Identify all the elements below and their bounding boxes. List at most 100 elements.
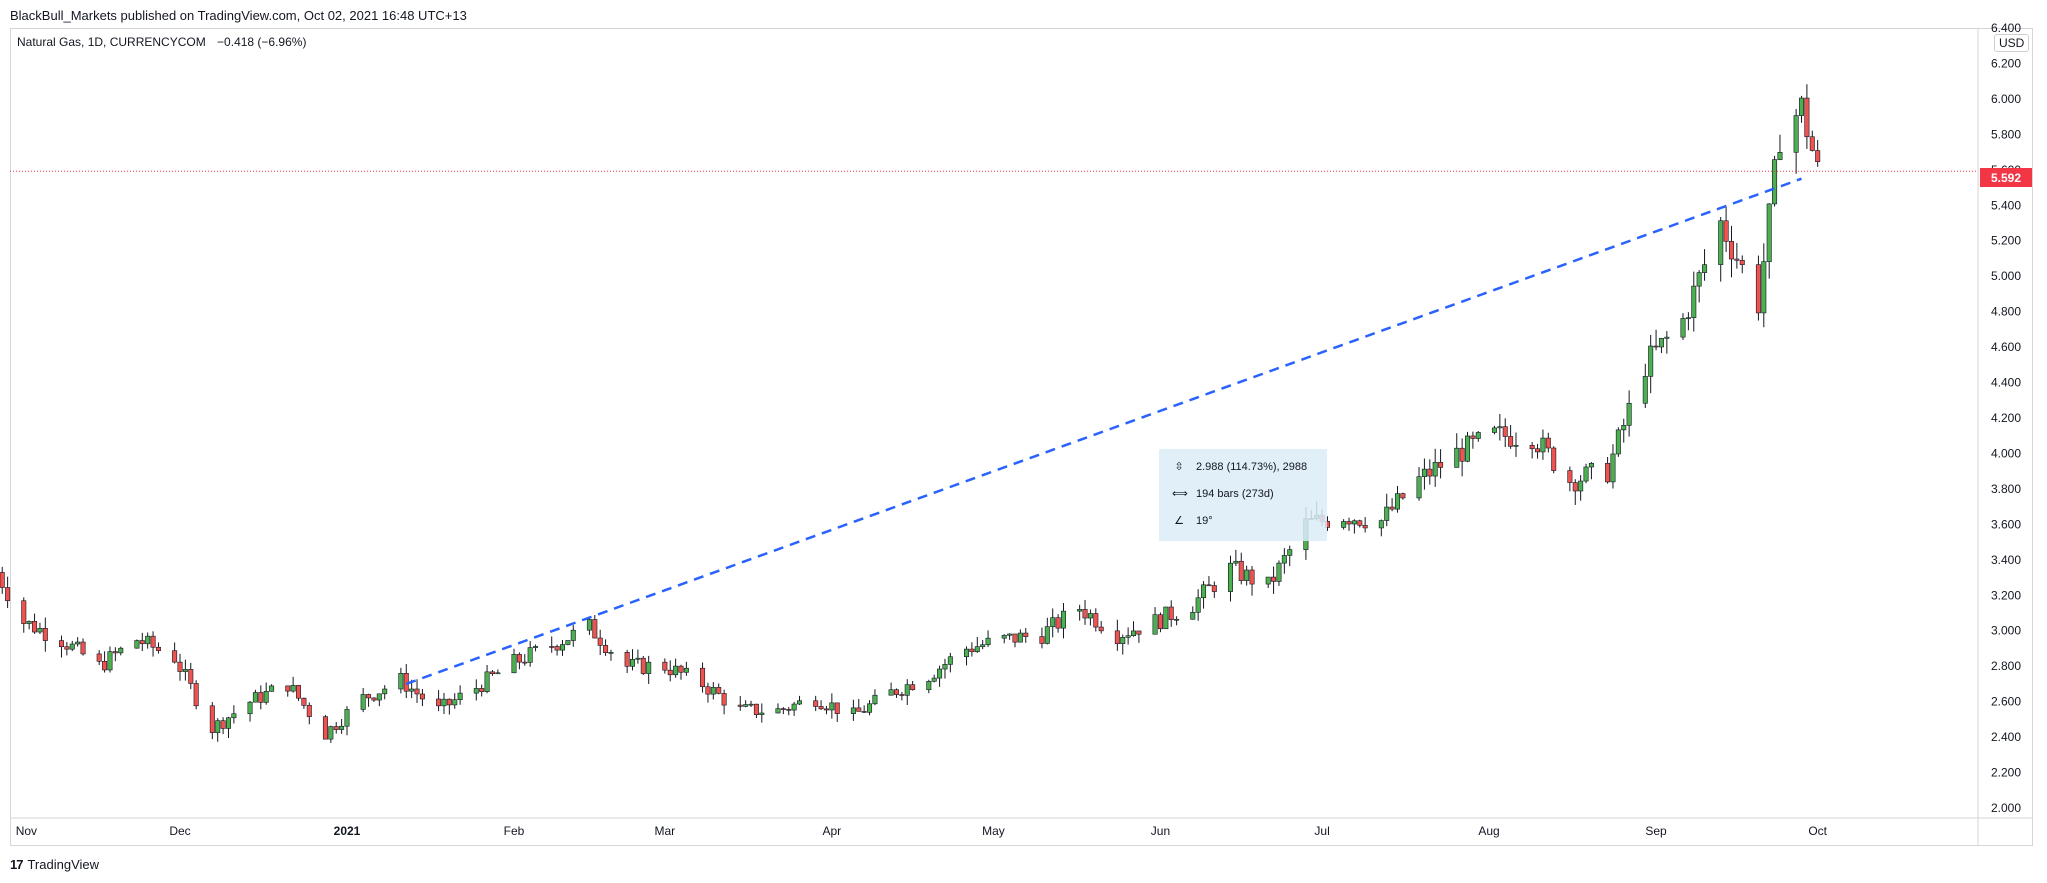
candle-up (145, 635, 151, 645)
candle-up (1152, 614, 1158, 635)
candle-up (985, 637, 991, 646)
candle-up (360, 694, 366, 710)
candle-down (64, 646, 70, 650)
candle-down (112, 651, 118, 654)
candle-down (1653, 345, 1659, 348)
y-tick-label: 4.000 (1991, 446, 2021, 460)
candle-down (910, 684, 916, 691)
candle-down (597, 637, 603, 646)
price-range-icon: ⇳ (1174, 461, 1184, 473)
candle-up (1421, 468, 1427, 477)
measure-tooltip: ⇳ 2.988 (114.73%), 2988 ⟺ 194 bars (273d… (1159, 449, 1327, 541)
candle-down (193, 683, 199, 707)
candle-down (813, 700, 819, 707)
candle-up (1174, 618, 1180, 621)
currency-label[interactable]: USD (1994, 34, 2030, 52)
measure-bars-range: 194 bars (273d) (1196, 487, 1274, 500)
candle-down (554, 646, 560, 651)
candle-down (1039, 636, 1045, 644)
candle-down (1545, 437, 1551, 449)
candle-up (1044, 626, 1050, 644)
candle-up (1163, 606, 1169, 630)
candle-up (947, 656, 953, 665)
x-tick-label: Sep (1645, 824, 1667, 838)
x-tick-label: Apr (822, 824, 841, 838)
candle-up (1772, 159, 1778, 205)
candle-down (1723, 220, 1729, 242)
candle-up (118, 647, 124, 654)
candle-up (247, 701, 253, 715)
candle-up (829, 702, 835, 711)
candle-up (1201, 584, 1207, 599)
candle-up (263, 691, 269, 703)
candle-up (215, 720, 221, 733)
x-tick-label: Jun (1151, 824, 1170, 838)
candle-down (1157, 614, 1163, 630)
candle-down (753, 703, 759, 715)
measure-angle: 19° (1196, 514, 1213, 527)
x-tick-label: Mar (655, 824, 676, 838)
x-tick-label: Jul (1314, 824, 1329, 838)
candle-up (1799, 97, 1805, 116)
candle-down (301, 697, 307, 706)
candle-down (96, 653, 102, 662)
candle-up (1642, 376, 1648, 404)
candle-up (1702, 264, 1708, 273)
candle-up (1432, 462, 1438, 477)
candle-up (850, 707, 856, 714)
candle-down (1567, 470, 1573, 483)
candle-up (586, 619, 592, 631)
candle-up (37, 628, 43, 633)
measure-bars-row: ⟺ 194 bars (273d) (1172, 487, 1274, 501)
candle-down (5, 587, 11, 602)
candle-down (1238, 560, 1244, 581)
candle-up (1621, 425, 1627, 431)
candle-up (69, 643, 75, 650)
candle-down (823, 708, 829, 711)
candle-down (489, 671, 495, 675)
candle-down (1470, 435, 1476, 439)
candle-down (306, 705, 312, 717)
candle-up (1664, 336, 1670, 339)
candle-up (1125, 635, 1131, 638)
candle-up (26, 621, 32, 624)
candle-down (1362, 524, 1368, 529)
candle-down (662, 661, 668, 671)
candle-down (700, 667, 706, 688)
candle-up (1680, 318, 1686, 338)
candle-down (322, 716, 328, 740)
candle-up (1001, 634, 1007, 639)
x-tick-label: Nov (16, 824, 37, 838)
candle-up (1351, 520, 1357, 525)
candle-up (743, 704, 749, 707)
chart-frame (10, 28, 2033, 846)
candle-down (1168, 606, 1174, 620)
candle-down (1508, 436, 1514, 447)
candle-up (1394, 493, 1400, 510)
candle-up (511, 654, 517, 674)
last-price-tag: 5.592 (1980, 168, 2032, 187)
candle-down (624, 652, 630, 667)
candle-up (452, 699, 458, 706)
candle-up (759, 712, 765, 715)
candle-up (252, 692, 258, 703)
candle-up (1131, 630, 1137, 637)
candle-up (1276, 562, 1282, 582)
candle-down (893, 689, 899, 695)
candle-down (1809, 136, 1815, 151)
candle-down (177, 661, 183, 672)
candle-up (290, 685, 296, 692)
candle-up (1648, 345, 1654, 377)
candle-up (1416, 476, 1422, 499)
candle-up (608, 652, 614, 654)
candle-up (888, 689, 894, 696)
candle-up (182, 669, 188, 672)
candle-down (818, 706, 824, 710)
candle-up (1696, 272, 1702, 287)
candle-up (1050, 617, 1056, 627)
y-tick-label: 3.800 (1991, 482, 2021, 496)
candle-up (646, 661, 652, 674)
candle-down (419, 693, 425, 700)
candle-down (446, 698, 452, 706)
